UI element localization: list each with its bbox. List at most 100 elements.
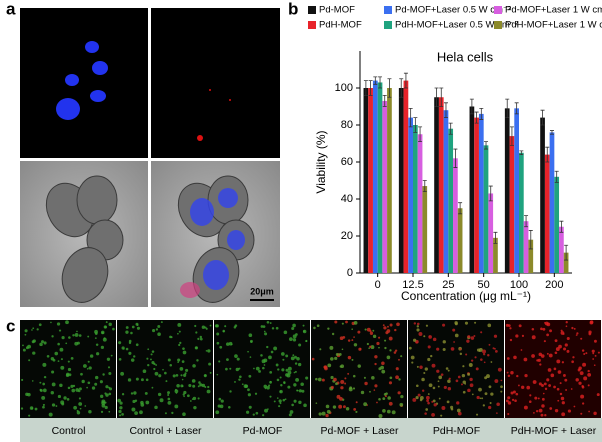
cell-dot <box>157 324 161 328</box>
cell-dot <box>105 321 108 324</box>
cell-dot <box>225 342 230 346</box>
cell-dot <box>378 414 383 418</box>
cell-dot <box>421 377 425 382</box>
cell-dot <box>433 403 437 407</box>
cell-dot <box>352 387 356 390</box>
cell-dot <box>497 367 502 372</box>
cell-dot <box>249 356 252 358</box>
cell-dot <box>43 375 47 379</box>
cell-dot <box>432 337 437 342</box>
cell-dot <box>515 334 519 338</box>
cell-dot <box>589 320 594 324</box>
cell-dot <box>581 349 585 352</box>
cell-dot <box>241 383 244 386</box>
bar <box>438 97 444 273</box>
cell-dot <box>181 378 184 381</box>
bar <box>474 117 479 273</box>
cell-dot <box>174 388 177 391</box>
cell-dot <box>42 388 47 393</box>
cell-dot <box>340 386 344 390</box>
cell-dot <box>431 400 434 403</box>
cell-dot <box>201 383 206 388</box>
cell-dot <box>483 353 486 356</box>
cell-dot <box>39 388 42 392</box>
cell-dot <box>87 381 91 385</box>
cell-dot <box>395 367 399 371</box>
cell-dot <box>63 396 67 400</box>
cell-dot <box>298 400 302 405</box>
error-bar <box>418 126 423 143</box>
legend-swatch <box>494 6 502 14</box>
cell-dot <box>20 407 24 410</box>
cell-dot <box>89 354 94 358</box>
cell-dot <box>512 390 516 394</box>
cell-dot <box>369 390 371 393</box>
cell-dot <box>180 374 183 377</box>
cell-dot <box>541 404 545 408</box>
cell-dot <box>523 357 528 362</box>
cell-dot <box>108 371 112 376</box>
cell-dot <box>21 378 24 382</box>
bar <box>509 136 515 273</box>
cell-dot <box>207 349 211 353</box>
cell-dot <box>234 381 236 383</box>
cell-dot <box>41 340 44 344</box>
cell-dot <box>125 330 129 334</box>
cell-dot <box>432 399 436 403</box>
cell-dot <box>104 405 108 410</box>
cell-dot <box>174 404 179 409</box>
cell-dot <box>393 351 397 354</box>
error-bar <box>363 80 368 96</box>
error-bar <box>399 78 404 98</box>
cell-dot <box>483 361 486 364</box>
cell-dot <box>157 392 162 397</box>
cell-dot <box>470 359 474 362</box>
cell-dot <box>355 410 358 414</box>
cell-dot <box>182 350 187 355</box>
cell-dot <box>80 372 83 376</box>
cell-dot <box>183 390 187 395</box>
cell-dot <box>34 407 38 411</box>
cell-dot <box>68 336 71 339</box>
cell-dot <box>357 364 361 368</box>
cell-dot <box>509 338 513 342</box>
cell-dot <box>408 346 412 350</box>
cell-dot <box>548 353 553 358</box>
cell-dot <box>327 363 332 368</box>
cell-dot <box>566 349 570 353</box>
cell-dot <box>391 410 396 415</box>
cell-dot <box>300 382 304 387</box>
cell-dot <box>543 340 546 343</box>
cell-dot <box>398 378 401 381</box>
cell-dot <box>592 352 595 355</box>
cell-dot <box>165 380 168 383</box>
cell-dot <box>488 405 492 410</box>
cell-dot <box>593 411 597 416</box>
cell-dot <box>486 374 490 379</box>
legend-label: PdH-MOF <box>319 20 362 31</box>
cell-dot <box>246 410 250 414</box>
cell-dot <box>27 392 31 397</box>
bar <box>448 128 454 273</box>
cell-dot <box>514 399 517 403</box>
cell-dot <box>31 380 34 382</box>
caption: Control <box>52 425 86 437</box>
cell-dot <box>136 326 141 330</box>
cell-dot <box>248 374 252 378</box>
cell-dot <box>540 413 544 417</box>
cell-dot <box>128 341 132 345</box>
cell-dot <box>351 339 354 342</box>
cell-dot <box>229 367 232 370</box>
cell-dot <box>67 386 71 390</box>
cell-dot <box>550 373 555 378</box>
cell-dot <box>100 410 104 414</box>
cell-dot <box>554 408 559 413</box>
cell-dot <box>538 382 542 386</box>
cell-dot <box>262 414 265 417</box>
cell-dot <box>60 365 65 370</box>
cell-dot <box>65 342 68 345</box>
cell-dot <box>60 358 63 361</box>
cell-dot <box>509 327 512 330</box>
caption-bar <box>117 418 214 442</box>
cell-dot <box>112 327 115 331</box>
